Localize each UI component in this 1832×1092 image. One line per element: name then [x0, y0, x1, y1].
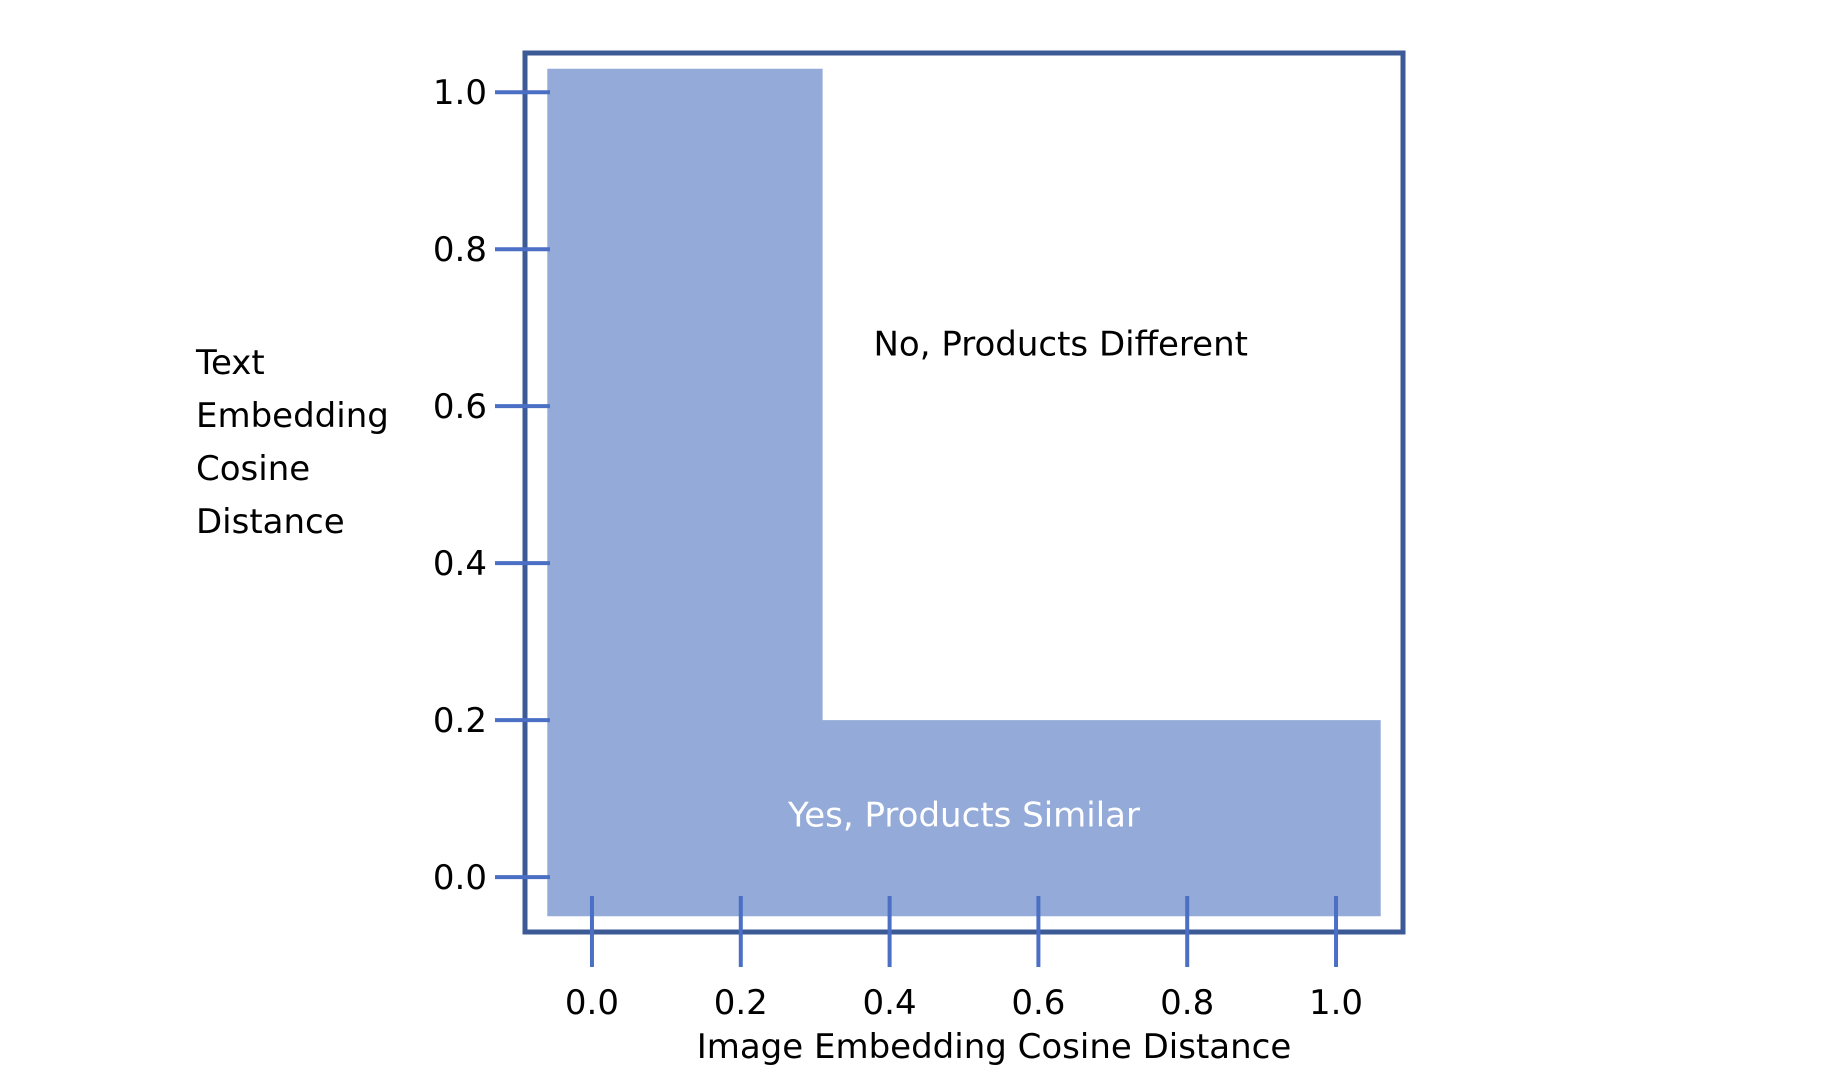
y-tick-label: 0.0 [433, 858, 487, 898]
x-axis-label: Image Embedding Cosine Distance [697, 1027, 1292, 1067]
region-similar-area [547, 68, 1381, 917]
x-tick-label: 1.0 [1309, 983, 1363, 1023]
x-tick-label: 0.8 [1160, 983, 1214, 1023]
y-axis-label-line: Text [195, 343, 265, 383]
y-axis-label-line: Cosine [196, 449, 310, 489]
y-tick-label: 1.0 [433, 73, 487, 113]
region-layer [547, 68, 1381, 917]
x-tick-label: 0.0 [565, 983, 619, 1023]
x-tick-label: 0.6 [1011, 983, 1065, 1023]
plot-frame [522, 50, 1406, 935]
y-axis-label: Text Embedding Cosine Distance [195, 343, 389, 542]
y-tick-label: 0.4 [433, 544, 487, 584]
y-tick-label: 0.8 [433, 230, 487, 270]
x-tick-label: 0.4 [863, 983, 917, 1023]
label-layer: 0.0 0.2 0.4 0.6 0.8 1.0 0.0 0.2 0.4 0.6 0.8 1.0 Yes,… [195, 73, 1363, 1067]
tick-layer [495, 90, 1339, 967]
y-axis-label-line: Distance [196, 502, 345, 542]
y-axis-label-line: Embedding [196, 396, 389, 436]
region-label-different: No, Products Different [873, 324, 1247, 364]
x-tick-label: 0.2 [714, 983, 768, 1023]
y-tick-label: 0.6 [433, 387, 487, 427]
frame-layer [522, 50, 1406, 935]
region-label-similar: Yes, Products Similar [787, 795, 1140, 835]
y-tick-label: 0.2 [433, 701, 487, 741]
